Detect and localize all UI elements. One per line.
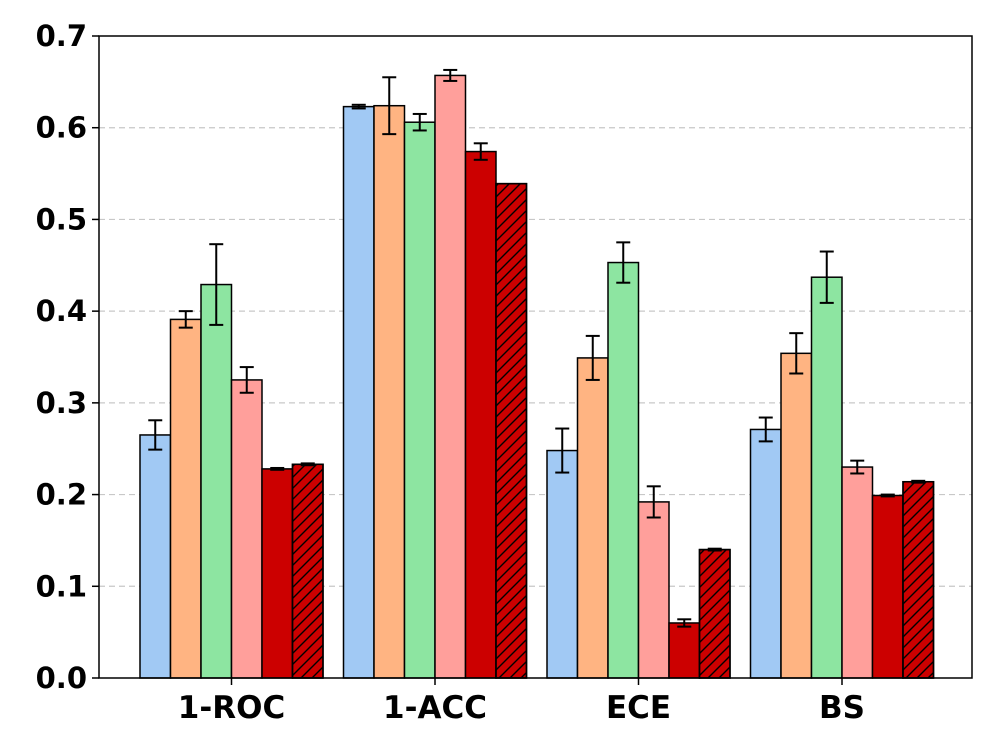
x-tick-label: BS	[819, 690, 865, 726]
error-bar-method-2-ece	[585, 334, 600, 381]
error-bar-method-4-bs	[850, 459, 865, 475]
x-tick-label: 1-ACC	[383, 690, 487, 726]
bar-method-4-1-acc	[434, 74, 467, 679]
plot-frame	[98, 35, 973, 679]
bar-method-1-1-roc	[139, 434, 172, 679]
error-bar-method-5-ece	[677, 618, 692, 628]
error-bar-method-6-bs	[911, 479, 926, 484]
error-bar-method-5-bs	[880, 493, 895, 498]
error-bar-method-3-1-acc	[412, 112, 427, 132]
error-bars	[148, 68, 926, 628]
bar-method-4-bs	[841, 466, 874, 679]
y-tick-label: 0.1	[36, 569, 87, 603]
bar-method-2-1-acc	[373, 104, 406, 679]
bar-method-5-1-acc	[464, 150, 497, 679]
y-tick-label: 0.6	[36, 111, 87, 145]
error-bar-method-6-ece	[707, 547, 722, 552]
y-tick-label: 0.0	[36, 661, 87, 695]
bar-method-3-1-roc	[200, 283, 233, 679]
bar-method-1-ece	[546, 449, 579, 679]
error-bar-method-3-1-roc	[209, 243, 224, 326]
bar-method-3-ece	[607, 261, 640, 679]
x-tick-label: ECE	[606, 690, 671, 726]
error-bar-method-3-bs	[819, 250, 834, 304]
bar-method-1-bs	[749, 428, 782, 679]
y-tick-label: 0.4	[36, 294, 87, 328]
bar-method-2-ece	[576, 357, 609, 679]
y-tick-label: 0.2	[36, 478, 87, 512]
error-bar-method-1-bs	[758, 416, 773, 443]
error-bar-method-4-1-acc	[443, 68, 458, 82]
bar-method-2-bs	[780, 352, 813, 679]
y-tick-label: 0.7	[36, 19, 87, 53]
bar-method-5-ece	[668, 622, 701, 679]
error-bar-method-5-1-acc	[473, 142, 488, 161]
x-tick-label: 1-ROC	[178, 690, 285, 726]
x-axis: 1-ROC 1-ACC ECE BS	[178, 678, 865, 726]
error-bar-method-2-1-roc	[178, 310, 193, 329]
error-bar-method-6-1-roc	[300, 462, 315, 467]
error-bar-method-4-1-roc	[239, 366, 254, 394]
y-tick-label: 0.5	[36, 202, 87, 236]
bars	[139, 74, 935, 679]
error-bar-method-1-1-roc	[148, 419, 163, 451]
bar-method-3-bs	[810, 276, 843, 679]
bar-method-4-ece	[637, 501, 670, 679]
bar-hatch-method-6-1-acc	[495, 182, 528, 679]
y-tick-label: 0.3	[36, 386, 87, 420]
bar-hatch-method-6-ece	[698, 548, 731, 679]
bar-method-2-1-roc	[169, 318, 202, 679]
bar-hatch-method-6-1-roc	[291, 463, 324, 679]
error-bar-method-1-ece	[555, 427, 570, 474]
error-bar-method-3-ece	[616, 241, 631, 284]
bar-hatch-method-6-bs	[902, 480, 935, 679]
bar-method-3-1-acc	[403, 121, 436, 679]
error-bar-method-4-ece	[646, 485, 661, 519]
error-bar-method-5-1-roc	[270, 466, 285, 471]
bar-method-5-1-roc	[261, 468, 294, 679]
error-bar-method-1-1-acc	[351, 103, 366, 110]
bar-method-1-1-acc	[342, 105, 375, 679]
y-axis: 0.0 0.1 0.2 0.3 0.4 0.5 0.6 0.7	[36, 19, 99, 695]
bar-method-5-bs	[871, 494, 904, 679]
bar-method-4-1-roc	[230, 379, 263, 679]
error-bar-method-2-1-acc	[382, 76, 397, 136]
error-bar-method-2-bs	[789, 332, 804, 375]
